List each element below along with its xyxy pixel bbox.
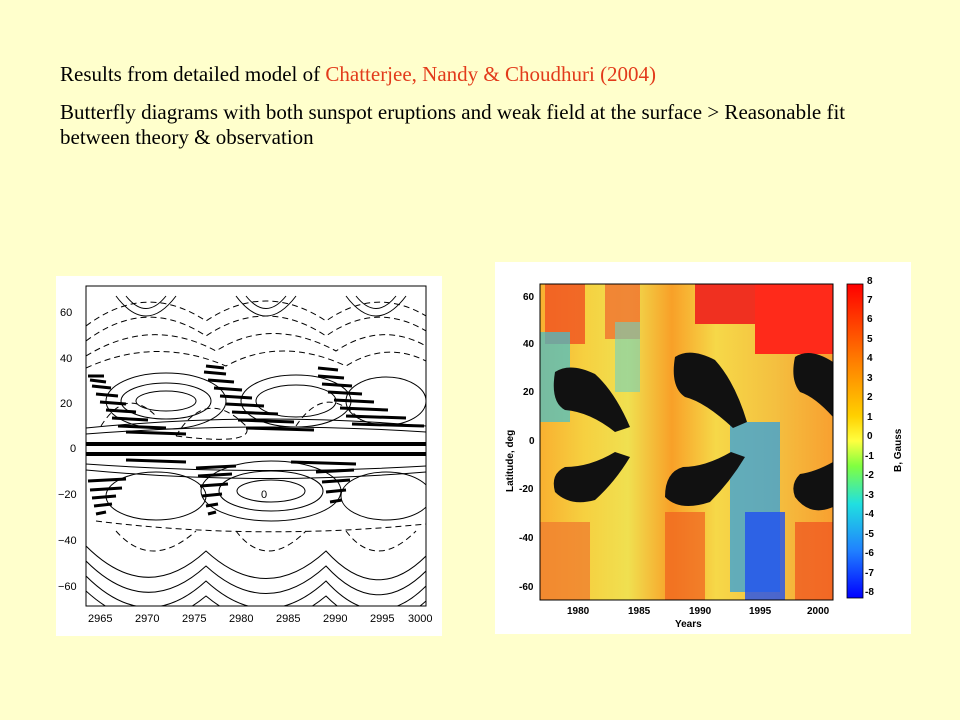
dashed-contours-top <box>86 300 426 440</box>
colorbar-tick: 5 <box>867 334 873 345</box>
colorbar-tick: 8 <box>867 276 873 287</box>
x-tick: 2980 <box>229 613 253 625</box>
right-y-ticks: 60 40 20 0 -20 -40 -60 <box>519 292 535 593</box>
x-tick: 1990 <box>689 606 712 617</box>
x-tick: 2985 <box>276 613 300 625</box>
slide-heading: Results from detailed model of Chatterje… <box>60 62 920 87</box>
y-tick: −60 <box>58 581 77 593</box>
y-tick: -40 <box>519 533 534 544</box>
colorbar-tick: 7 <box>867 295 873 306</box>
left-y-ticks: 60 40 20 0 −20 −40 −60 <box>58 307 77 593</box>
y-tick: −40 <box>58 535 77 547</box>
y-tick: 20 <box>523 387 535 398</box>
x-tick: 2975 <box>182 613 206 625</box>
y-tick: 60 <box>60 307 72 319</box>
colorbar-ticks: 8 7 6 5 4 3 2 1 0 -1 -2 -3 -4 -5 -6 -7 -… <box>865 276 874 598</box>
colorbar-tick: 1 <box>867 412 873 423</box>
y-tick: 0 <box>70 443 76 455</box>
y-tick: 60 <box>523 292 535 303</box>
y-tick: -60 <box>519 582 534 593</box>
contour-zero-label: 0 <box>261 489 267 501</box>
colorbar-tick: -1 <box>865 451 874 462</box>
colorbar-tick: 3 <box>867 373 873 384</box>
y-tick: -20 <box>519 484 534 495</box>
colorbar-tick: 2 <box>867 392 873 403</box>
colorbar-tick: -4 <box>865 509 874 520</box>
colorbar-tick: -2 <box>865 470 874 481</box>
y-axis-label: Latitude, deg <box>505 430 516 492</box>
citation-link[interactable]: Chatterjee, Nandy & Choudhuri (2004) <box>325 62 657 86</box>
x-tick: 2965 <box>88 613 112 625</box>
x-tick: 1980 <box>567 606 590 617</box>
heading-text: Results from detailed model of <box>60 62 326 86</box>
colorbar-tick: -8 <box>865 587 874 598</box>
x-axis-label: Years <box>675 619 702 630</box>
x-tick: 2000 <box>807 606 830 617</box>
colorbar-tick: 0 <box>867 431 873 442</box>
slide-paragraph: Butterfly diagrams with both sunspot eru… <box>60 100 846 150</box>
y-tick: 40 <box>60 353 72 365</box>
x-tick: 1985 <box>628 606 651 617</box>
right-x-ticks: 1980 1985 1990 1995 2000 <box>567 606 830 617</box>
slide-text: Results from detailed model of Chatterje… <box>60 62 920 151</box>
colorbar-tick: 6 <box>867 314 873 325</box>
x-tick: 2995 <box>370 613 394 625</box>
x-tick: 3000 <box>408 613 432 625</box>
sunspot-wings <box>553 352 833 511</box>
x-tick: 1995 <box>749 606 772 617</box>
colorbar-tick: -3 <box>865 490 874 501</box>
colorbar-tick: 4 <box>867 353 873 364</box>
y-tick: 0 <box>529 436 535 447</box>
simulated-butterfly-diagram: 0 60 40 20 0 −20 −40 −60 2965 2970 2975 … <box>56 276 442 636</box>
y-tick: −20 <box>58 489 77 501</box>
colorbar-label: B, Gauss <box>893 428 904 472</box>
colorbar-tick: -7 <box>865 568 874 579</box>
dashed-contours-bottom <box>95 520 426 552</box>
left-x-ticks: 2965 2970 2975 2980 2985 2990 2995 3000 <box>88 613 432 625</box>
observed-butterfly-diagram: 60 40 20 0 -20 -40 -60 Latitude, deg 198… <box>495 262 911 634</box>
y-tick: 20 <box>60 398 72 410</box>
colorbar-tick: -6 <box>865 548 874 559</box>
y-tick: 40 <box>523 339 535 350</box>
field-map <box>540 284 833 600</box>
solid-contours-bottom <box>86 460 426 606</box>
colorbar-tick: -5 <box>865 529 874 540</box>
x-tick: 2970 <box>135 613 159 625</box>
x-tick: 2990 <box>323 613 347 625</box>
sunspot-eruption-marks <box>86 364 426 516</box>
colorbar <box>846 283 864 599</box>
